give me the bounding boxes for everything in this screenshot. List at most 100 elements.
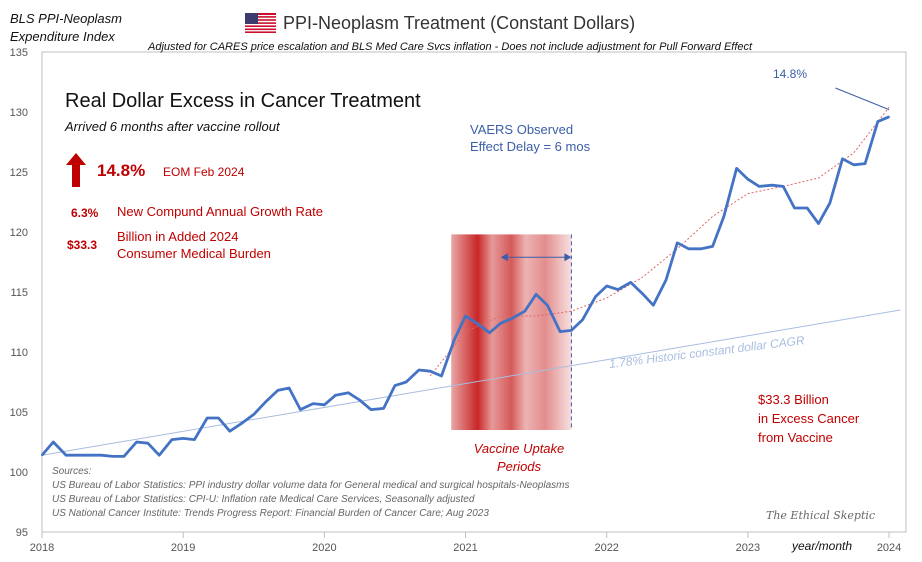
uptake-line1: Vaccine Uptake (473, 441, 565, 456)
data-point (828, 202, 831, 205)
data-point (65, 454, 67, 457)
x-tick-label: 2021 (453, 542, 477, 554)
data-point (676, 241, 679, 244)
burden-value: $33.3 (67, 238, 98, 252)
data-point (394, 384, 396, 387)
source-item: US National Cancer Institute: Trends Pro… (52, 508, 489, 519)
x-tick-label: 2019 (171, 542, 195, 554)
plot-frame (41, 51, 907, 533)
vaers-line2: Effect Delay = 6 mos (470, 139, 591, 154)
data-point (264, 401, 266, 404)
data-point (453, 339, 456, 341)
data-point (782, 185, 785, 188)
data-point (146, 442, 149, 445)
index-title: BLS PPI-Neoplasm Expenditure Index (10, 10, 122, 46)
data-point (241, 421, 244, 424)
x-tick-label: 2022 (594, 542, 618, 554)
panel-subtitle: Arrived 6 months after vaccine rollout (65, 119, 280, 134)
x-tick-label: 2018 (30, 542, 54, 554)
data-point (323, 403, 326, 406)
data-point (722, 215, 725, 218)
data-point (488, 331, 491, 334)
trendline (41, 309, 901, 456)
data-point (52, 441, 55, 443)
data-point (652, 304, 655, 307)
cagr-label: New Compund Annual Growth Rate (117, 204, 323, 219)
data-point (193, 438, 196, 441)
data-point (158, 454, 161, 457)
axes (41, 51, 907, 538)
data-point (41, 454, 43, 457)
data-point (594, 295, 597, 298)
data-point (641, 292, 643, 295)
data-point (429, 370, 432, 373)
data-point (228, 430, 231, 433)
data-point (288, 387, 290, 389)
data-point (334, 394, 337, 397)
y-tick-label: 130 (10, 107, 28, 119)
us-flag-icon (245, 13, 276, 33)
data-point (475, 322, 478, 325)
vaers-annotation: VAERS Observed Effect Delay = 6 mos (470, 121, 590, 155)
callout-percent: 14.8% (773, 67, 808, 81)
callout-leader-line (835, 87, 890, 111)
source-item: US Bureau of Labor Statistics: PPI indus… (52, 480, 570, 491)
panel-title: Real Dollar Excess in Cancer Treatment (65, 90, 421, 112)
vaers-line1: VAERS Observed (470, 122, 574, 137)
burden-line1: Billion in Added 2024 (117, 229, 239, 244)
burden-line2: Consumer Medical Burden (117, 246, 271, 261)
y-tick-label: 105 (10, 407, 28, 419)
data-point (511, 317, 514, 320)
y-tick-label: 100 (10, 467, 28, 479)
vaccine-uptake-shading (451, 234, 572, 430)
data-point (581, 318, 584, 321)
data-point (464, 315, 467, 317)
data-point (440, 375, 443, 377)
data-point (735, 167, 738, 170)
fit-curve (429, 106, 890, 377)
excess-line3: from Vaccine (758, 430, 833, 445)
data-point (746, 178, 749, 181)
data-point (687, 247, 690, 250)
sources-heading: Sources: (52, 466, 92, 477)
data-point (605, 285, 608, 287)
chart-subtitle: Adjusted for CARES price escalation and … (148, 41, 753, 53)
chart-title: PPI-Neoplasm Treatment (Constant Dollars… (283, 13, 636, 33)
data-point (135, 441, 138, 443)
source-item: US Bureau of Labor Statistics: CPI-U: In… (52, 494, 475, 505)
data-point (312, 402, 314, 405)
data-point (405, 381, 408, 383)
data-point (817, 222, 820, 225)
data-point (170, 438, 173, 441)
data-point (617, 288, 619, 291)
vaccine-uptake-band (451, 234, 572, 430)
data-point (793, 207, 796, 209)
y-tick-label: 95 (16, 527, 28, 539)
data-point (700, 247, 703, 250)
excess-percent-label: EOM Feb 2024 (163, 165, 245, 179)
data-point (841, 157, 844, 160)
brand-watermark: The Ethical Skeptic (766, 509, 876, 522)
data-point (665, 279, 667, 281)
annotation-shapes (500, 87, 890, 262)
data-point (382, 407, 385, 410)
excess-line1: $33.3 Billion (758, 392, 829, 407)
data-point (806, 207, 809, 209)
data-point (182, 437, 185, 440)
data-point (876, 120, 879, 123)
data-point (100, 454, 103, 457)
series-layer (40, 115, 890, 458)
excess-annotation: $33.3 Billion in Excess Cancer from Vacc… (758, 390, 859, 447)
x-tick-label: 2024 (877, 542, 901, 554)
y-tick-label: 135 (10, 47, 28, 59)
burden-label: Billion in Added 2024 Consumer Medical B… (117, 228, 271, 262)
x-axis-unit: year/month (792, 539, 853, 553)
data-point (570, 329, 573, 332)
data-point (499, 322, 502, 325)
data-point (370, 408, 372, 411)
y-tick-label: 120 (10, 227, 28, 239)
x-tick-label: 2020 (312, 542, 336, 554)
data-point (217, 417, 220, 419)
y-tick-label: 110 (10, 347, 28, 359)
